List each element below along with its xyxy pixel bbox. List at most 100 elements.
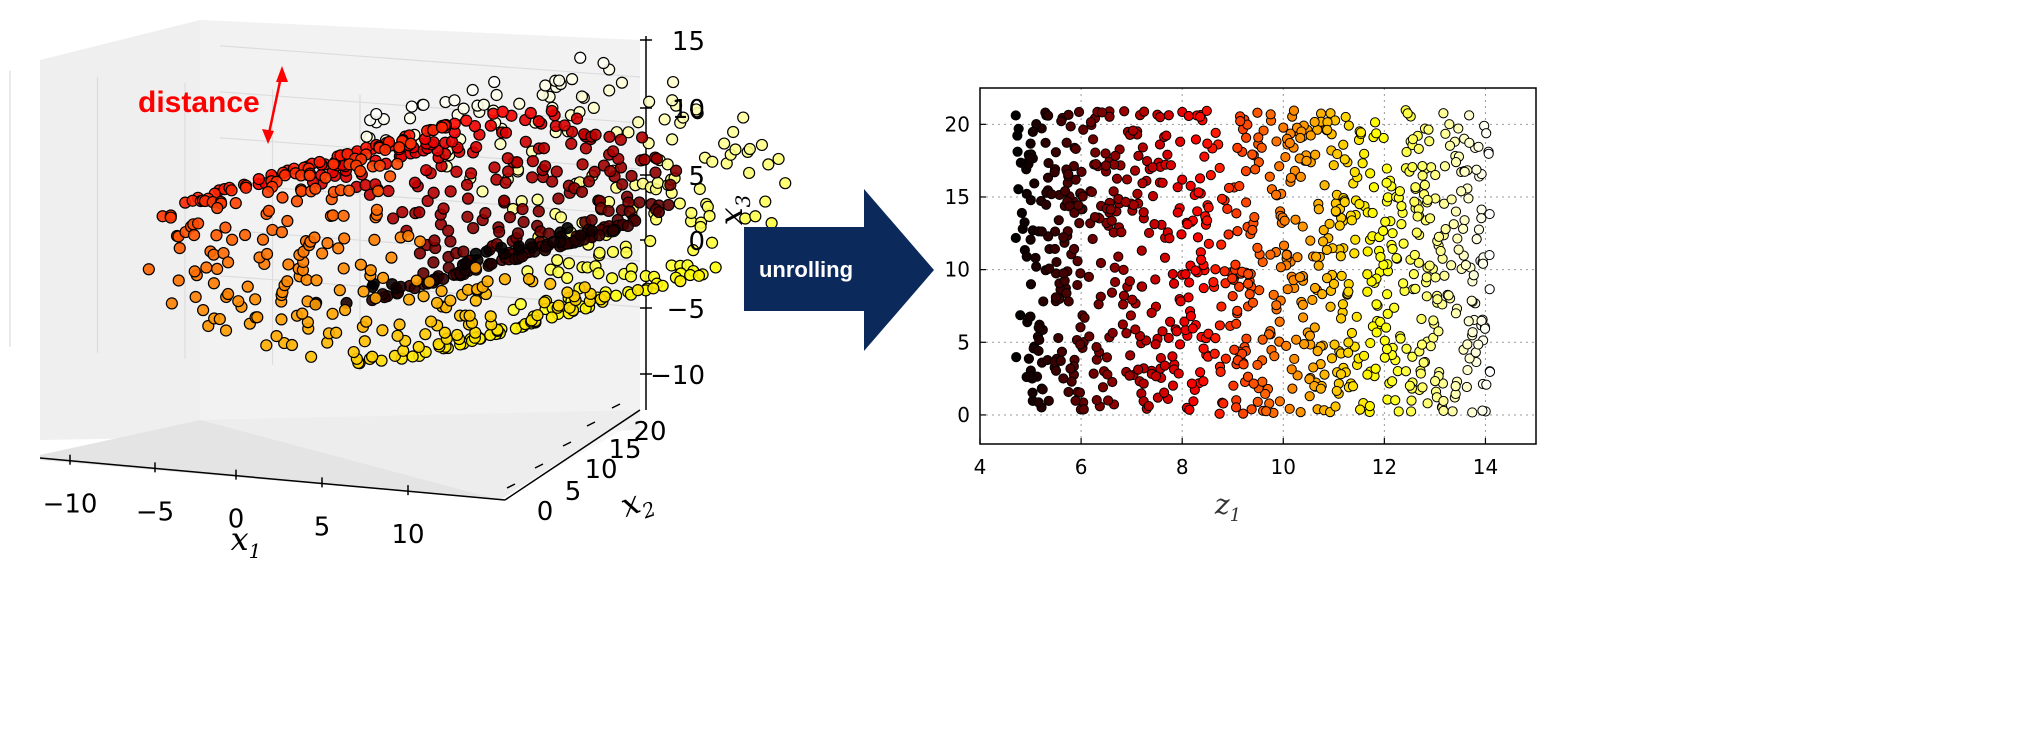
scatter-point-2d [1185,180,1196,191]
scatter-point-2d [1210,264,1221,275]
scatter-point-3d [420,164,433,177]
scatter-point-3d [545,311,558,324]
scatter-point-2d [1124,370,1135,381]
scatter-point-2d [1231,318,1242,329]
scatter-point-2d [1408,269,1419,280]
scatter-point-2d [1247,297,1259,308]
scatter-point-2d [1171,326,1182,337]
scatter-point-2d [1310,149,1321,160]
scatter-point-3d [666,75,680,89]
scatter-point-3d [444,294,457,307]
scatter-point-3d [330,326,343,339]
scatter-point-2d [1190,265,1201,276]
scatter-point-2d [1375,251,1386,263]
scatter-point-2d [1053,215,1064,226]
scatter-point-3d [531,309,544,322]
scatter-point-3d [539,79,552,92]
scatter-point-2d [1216,301,1227,312]
scatter-point-2d [1305,235,1316,246]
scatter-point-2d [1075,268,1086,279]
scatter-point-3d [502,165,515,178]
scatter-point-2d [1214,320,1225,331]
scatter-point-3d [213,312,226,326]
scatter-point-3d [347,345,360,359]
scatter-point-2d [1279,215,1290,226]
scatter-point-2d [1229,344,1240,355]
scatter-point-2d [1202,138,1213,149]
scatter-point-2d [1317,236,1329,247]
scatter-point-3d [423,275,436,289]
scatter-point-3d [538,296,551,309]
scatter-point-2d [1411,227,1422,238]
scatter-point-3d [755,138,769,152]
scatter-point-3d [229,197,242,210]
scatter-point-2d [1179,316,1190,327]
scatter-point-2d [1063,169,1074,180]
scatter-point-2d [1265,249,1276,260]
scatter-point-2d [1462,364,1473,376]
scatter-point-2d [1313,204,1324,215]
scatter-point-3d [606,145,620,158]
scatter-point-3d [270,330,283,343]
scatter-point-2d [1247,149,1258,160]
scatter-point-2d [1216,239,1227,250]
scatter-point-2d [1101,352,1113,363]
y-tick-label: 15 [945,185,970,209]
scatter-point-3d [749,210,762,223]
scatter-point-2d [1407,162,1418,173]
points-2d [1010,105,1496,419]
scatter-point-2d [1389,302,1400,313]
scatter-point-2d [1396,201,1407,212]
scatter-point-2d [1406,395,1417,406]
scatter-point-2d [1304,330,1316,341]
distance-annotation: distance [138,66,288,144]
scatter-point-3d [461,192,475,205]
scatter-point-2d [1456,186,1467,197]
scatter-point-3d [562,257,576,270]
scatter-point-2d [1368,182,1380,193]
scatter-point-3d [607,224,620,237]
scatter-point-2d [1209,348,1220,359]
plot-border [979,87,1537,445]
scatter-point-2d [1459,215,1470,226]
scatter-point-2d [1086,186,1098,198]
scatter-point-2d [1120,196,1131,208]
scatter-point-2d [1118,264,1129,275]
x3-tick-label: −5 [667,295,705,325]
scatter-point-2d [1090,158,1102,170]
scatter-point-2d [1138,378,1149,389]
scatter-point-2d [1380,322,1392,333]
scatter-point-3d [221,287,235,301]
scatter-point-3d [546,175,559,188]
scatter-point-2d [1163,110,1174,121]
scatter-point-3d [404,137,417,150]
scatter-point-3d [545,104,558,118]
scatter-point-2d [1049,226,1061,237]
scatter-point-2d [1220,353,1231,364]
scatter-point-3d [457,102,470,115]
scatter-point-3d [408,176,422,189]
scatter-point-2d [1184,404,1195,415]
scatter-point-2d [1464,353,1475,364]
scatter-point-3d [276,191,289,204]
scatter-point-3d [372,185,385,198]
scatter-point-2d [1198,343,1209,354]
scatter-point-2d [1252,359,1263,371]
scatter-point-2d [1354,404,1366,415]
scatter-point-2d [1044,263,1055,274]
scatter-point-2d [1074,218,1085,229]
scatter-point-2d [1157,326,1168,337]
grid-line-z [219,45,641,78]
scatter-point-2d [1409,196,1420,207]
scatter-point-2d [1227,273,1238,284]
scatter-point-3d [664,178,677,191]
scatter-point-3d [319,171,332,184]
scatter-point-2d [1193,187,1204,198]
scatter-point-2d [1019,217,1030,228]
scatter-point-2d [1137,142,1148,153]
scatter-point-3d [379,143,392,156]
scatter-point-2d [1240,166,1252,177]
scatter-point-3d [391,329,404,342]
scatter-point-3d [605,272,619,285]
scatter-point-3d [427,186,440,199]
